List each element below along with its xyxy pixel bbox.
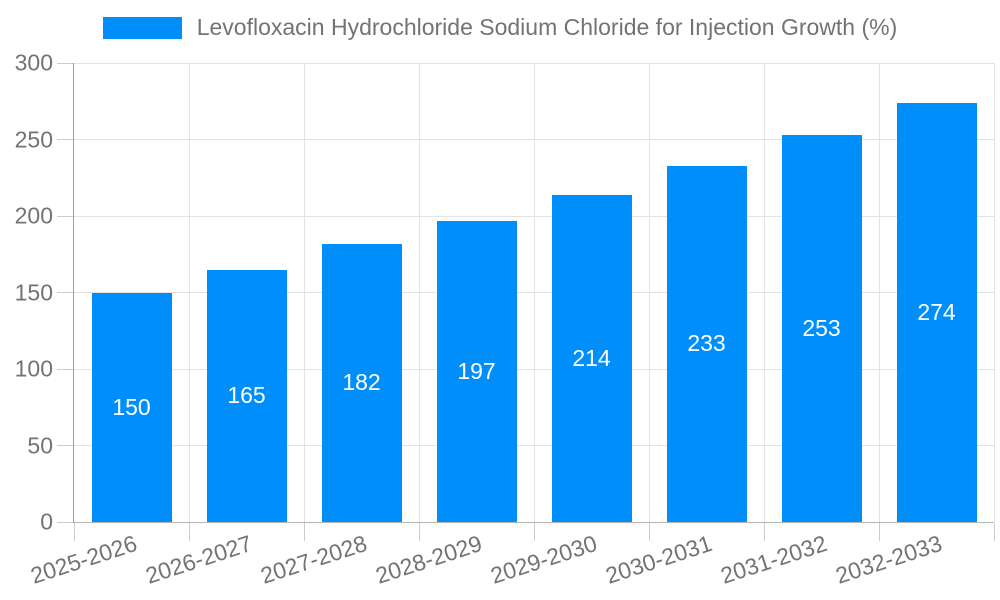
y-tick-label: 50 [27, 432, 53, 458]
bar-2026-2027[interactable]: 165 [206, 269, 287, 522]
x-gridline [763, 63, 765, 522]
x-gridline [993, 63, 995, 522]
bar-value-label: 233 [687, 330, 726, 357]
y-axis-tick [57, 292, 73, 293]
bar-value-label: 150 [112, 393, 151, 420]
bar-value-label: 165 [227, 382, 266, 409]
bar-2030-2031[interactable]: 233 [666, 165, 747, 522]
bar-2031-2032[interactable]: 253 [781, 134, 862, 522]
x-axis-tick [648, 523, 650, 541]
x-tick-label: 2028-2029 [371, 530, 485, 589]
x-axis-tick [763, 523, 765, 541]
bar-value-label: 197 [457, 357, 496, 384]
y-axis-tick [57, 445, 73, 446]
x-gridline [303, 63, 305, 522]
y-tick-label: 300 [14, 49, 53, 76]
plot-area: 0 50 100 150 200 250 300 150 2025-2026 165 2026-20… [15, 50, 995, 589]
x-gridline [418, 63, 420, 522]
bar-value-label: 214 [572, 344, 611, 371]
x-gridline [533, 63, 535, 522]
x-axis-tick [188, 523, 190, 541]
y-tick-label: 250 [14, 126, 53, 152]
bar-2028-2029[interactable]: 197 [436, 220, 517, 522]
x-gridline [188, 63, 190, 522]
bar-value-label: 182 [342, 369, 381, 396]
x-axis-tick [73, 523, 75, 541]
x-gridline [648, 63, 650, 522]
x-axis-tick [303, 523, 305, 541]
y-axis-tick [57, 215, 73, 217]
bar-2029-2030[interactable]: 214 [551, 194, 632, 522]
y-axis-tick [57, 368, 73, 370]
y-axis-tick [57, 139, 73, 140]
y-tick-label: 100 [14, 355, 53, 382]
x-tick-label: 2025-2026 [26, 530, 140, 589]
y-tick-label: 150 [14, 279, 53, 305]
y-axis-tick [57, 62, 73, 64]
bar-value-label: 274 [917, 298, 956, 325]
chart-legend[interactable]: Levofloxacin Hydrochloride Sodium Chlori… [0, 14, 1000, 41]
x-axis-tick [533, 523, 535, 541]
x-axis-tick [993, 523, 995, 541]
x-axis-tick [418, 523, 420, 541]
x-axis-tick [878, 523, 880, 541]
x-tick-label: 2026-2027 [141, 530, 255, 589]
y-tick-label: 0 [40, 508, 53, 535]
x-tick-label: 2029-2030 [486, 530, 600, 589]
x-gridline [878, 63, 880, 522]
bar-value-label: 253 [802, 314, 841, 341]
bar-2027-2028[interactable]: 182 [321, 243, 402, 522]
x-tick-label: 2030-2031 [601, 530, 715, 589]
legend-label: Levofloxacin Hydrochloride Sodium Chlori… [196, 14, 898, 40]
bar-2032-2033[interactable]: 274 [896, 102, 977, 522]
y-tick-label: 200 [14, 202, 53, 229]
x-tick-label: 2032-2033 [831, 530, 945, 589]
x-tick-label: 2027-2028 [256, 530, 370, 589]
bar-2025-2026[interactable]: 150 [91, 292, 172, 522]
y-axis-tick [57, 521, 73, 523]
legend-swatch [102, 16, 182, 39]
x-tick-label: 2031-2032 [716, 530, 830, 589]
